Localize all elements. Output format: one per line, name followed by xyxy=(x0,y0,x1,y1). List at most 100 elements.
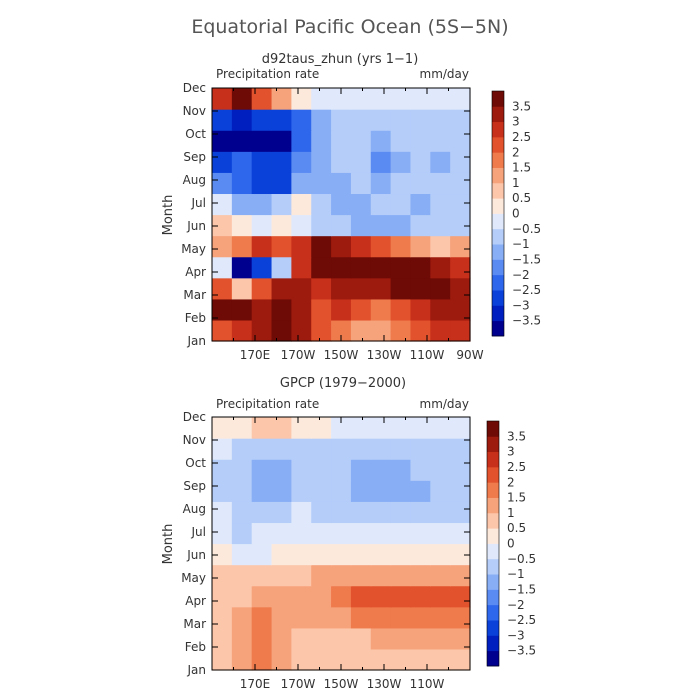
heatmap-cell xyxy=(231,543,253,566)
heatmap-cell xyxy=(331,172,352,195)
heatmap-cell xyxy=(430,522,451,545)
heatmap-cell xyxy=(450,648,471,671)
heatmap-cell xyxy=(450,522,471,545)
heatmap-cell xyxy=(291,256,312,279)
heatmap-cell xyxy=(231,501,253,524)
heatmap-cell xyxy=(331,648,352,671)
heatmap-cell xyxy=(251,193,273,216)
heatmap-cell xyxy=(291,277,312,300)
heatmap-cell xyxy=(271,172,292,195)
panel-1-left-label: Precipitation rate xyxy=(216,67,319,81)
heatmap-cell xyxy=(331,459,352,481)
heatmap-cell xyxy=(212,193,233,216)
heatmap-cell xyxy=(251,459,273,481)
panel-1-x-ticks: 170E 170W 150W 130W 110W 90W xyxy=(233,88,484,362)
heatmap-cell xyxy=(430,151,451,173)
panel-2-ylabel: Month xyxy=(161,524,176,565)
colorbar-swatch xyxy=(492,259,504,276)
page-title: Equatorial Pacific Ocean (5S−5N) xyxy=(191,16,508,38)
heatmap-cell xyxy=(410,585,431,608)
heatmap-cell xyxy=(231,109,253,131)
heatmap-cell xyxy=(430,564,451,587)
heatmap-cell xyxy=(410,648,431,671)
colorbar-label: 2 xyxy=(512,145,520,159)
heatmap-cell xyxy=(212,298,233,321)
y-tick-label: Oct xyxy=(185,127,206,141)
panel-1-ylabel: Month xyxy=(161,195,176,236)
heatmap-cell xyxy=(212,130,233,152)
heatmap-cell xyxy=(350,459,372,481)
heatmap-cell xyxy=(350,319,372,342)
heatmap-cell xyxy=(350,277,372,300)
heatmap-cell xyxy=(231,130,253,152)
heatmap-cell xyxy=(430,648,451,671)
colorbar-label: −2.5 xyxy=(512,283,541,297)
heatmap-cell xyxy=(231,172,253,195)
heatmap-cell xyxy=(271,606,292,629)
heatmap-cell xyxy=(212,543,233,566)
y-tick-label: Dec xyxy=(183,81,206,95)
heatmap-cell xyxy=(271,193,292,216)
colorbar-label: 1.5 xyxy=(507,491,526,505)
colorbar-swatch xyxy=(492,274,504,291)
heatmap-cell xyxy=(271,214,292,237)
heatmap-cell xyxy=(350,172,372,195)
heatmap-cell xyxy=(251,606,273,629)
heatmap-cell xyxy=(370,193,392,216)
heatmap-cell xyxy=(311,438,332,460)
heatmap-cell xyxy=(271,277,292,300)
heatmap-cell xyxy=(450,235,471,258)
heatmap-cell xyxy=(430,298,451,321)
heatmap-cell xyxy=(231,151,253,173)
heatmap-cell xyxy=(231,648,253,671)
heatmap-cell xyxy=(450,214,471,237)
heatmap-cell xyxy=(390,648,412,671)
heatmap-cell xyxy=(450,459,471,481)
heatmap-cell xyxy=(231,480,253,502)
heatmap-cell xyxy=(370,130,392,152)
heatmap-cell xyxy=(291,522,312,545)
heatmap-cell xyxy=(212,172,233,195)
heatmap-cell xyxy=(271,109,292,131)
heatmap-cell xyxy=(410,130,431,152)
colorbar-label: 2 xyxy=(507,475,515,489)
heatmap-cell xyxy=(430,438,451,460)
heatmap-cell xyxy=(370,648,392,671)
heatmap-cell xyxy=(390,88,412,110)
y-tick-label: May xyxy=(181,571,206,585)
heatmap-cell xyxy=(212,88,233,110)
heatmap-cell xyxy=(212,522,233,545)
heatmap-cell xyxy=(291,480,312,502)
colorbar-swatch xyxy=(487,635,499,652)
heatmap-cell xyxy=(410,480,431,502)
heatmap-cell xyxy=(450,585,471,608)
heatmap-cell xyxy=(390,130,412,152)
heatmap-cell xyxy=(331,277,352,300)
heatmap-cell xyxy=(271,151,292,173)
colorbar-label: 1 xyxy=(507,506,515,520)
heatmap-cell xyxy=(231,585,253,608)
colorbar-label: 3.5 xyxy=(507,429,526,443)
heatmap-cell xyxy=(410,564,431,587)
heatmap-cell xyxy=(370,522,392,545)
colorbar-label: 0 xyxy=(507,537,515,551)
heatmap-cell xyxy=(370,109,392,131)
heatmap-cell xyxy=(350,298,372,321)
heatmap-cell xyxy=(390,256,412,279)
heatmap-cell xyxy=(271,522,292,545)
heatmap-cell xyxy=(311,151,332,173)
heatmap-cell xyxy=(350,585,372,608)
heatmap-cell xyxy=(271,88,292,110)
y-tick-label: Apr xyxy=(185,265,206,279)
heatmap-cell xyxy=(251,501,273,524)
heatmap-cell xyxy=(291,130,312,152)
heatmap-cell xyxy=(311,564,332,587)
heatmap-cell xyxy=(291,585,312,608)
heatmap-cell xyxy=(212,151,233,173)
heatmap-cell xyxy=(430,130,451,152)
heatmap-cell xyxy=(430,256,451,279)
heatmap-cell xyxy=(331,151,352,173)
heatmap-cell xyxy=(410,277,431,300)
y-tick-label: Sep xyxy=(183,479,206,493)
